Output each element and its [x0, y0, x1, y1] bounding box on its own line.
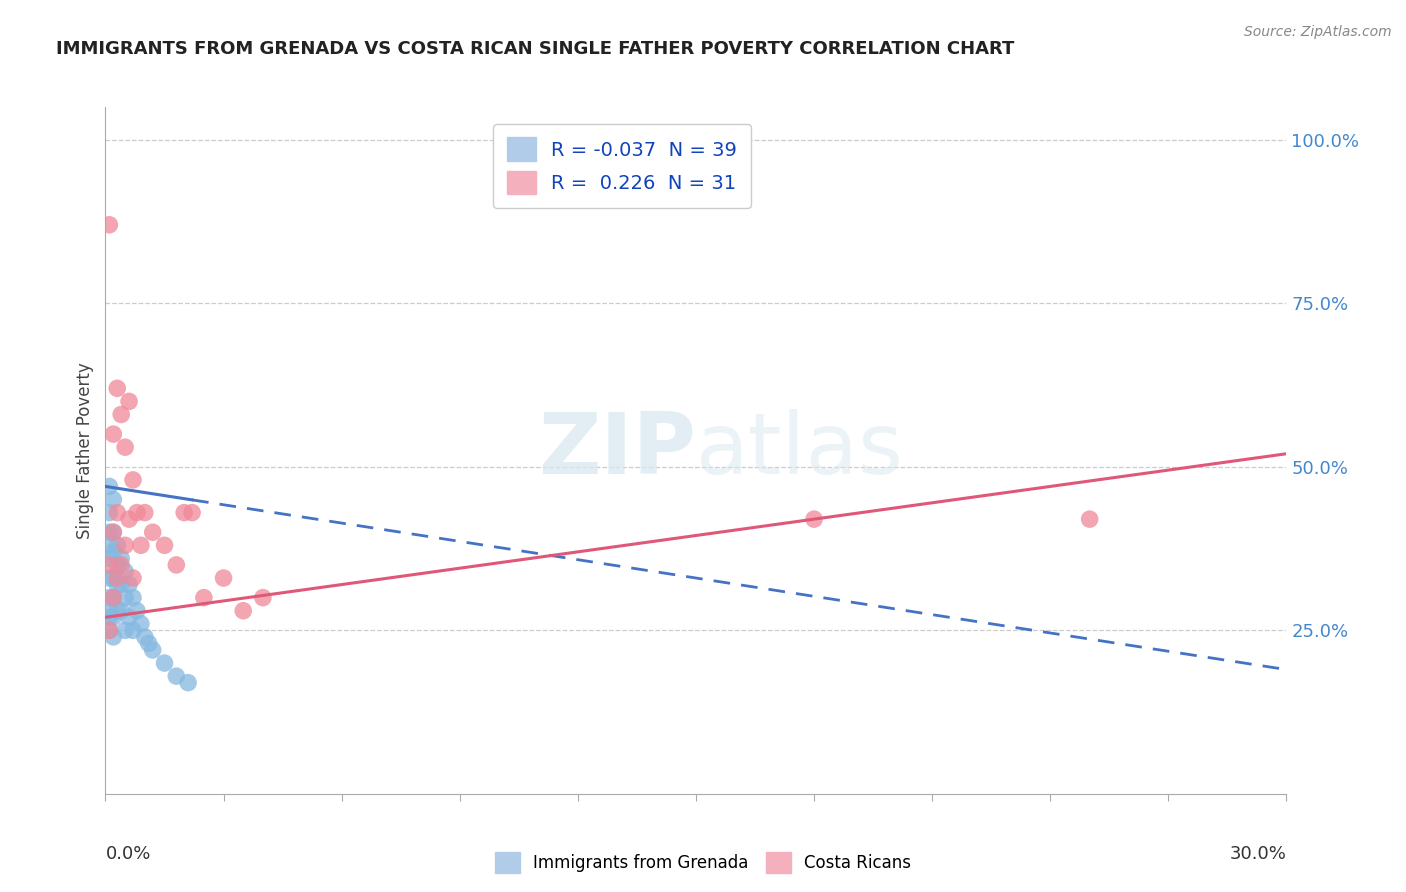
Point [103, 525, 125, 540]
Point [105, 558, 128, 572]
Point [98, 604, 121, 618]
Point [98, 558, 121, 572]
Point [110, 551, 132, 566]
Point [134, 506, 156, 520]
Point [103, 545, 125, 559]
Point [103, 630, 125, 644]
Point [142, 525, 165, 540]
Point [803, 512, 825, 526]
Point [142, 643, 165, 657]
Point [165, 558, 187, 572]
Point [110, 604, 132, 618]
Point [193, 591, 215, 605]
Text: Source: ZipAtlas.com: Source: ZipAtlas.com [1244, 25, 1392, 39]
Point [114, 591, 136, 605]
Point [105, 571, 128, 585]
Y-axis label: Single Father Poverty: Single Father Poverty [76, 362, 94, 539]
Point [252, 591, 274, 605]
Point [105, 538, 128, 552]
Point [114, 538, 136, 552]
Point [98, 538, 121, 552]
Text: IMMIGRANTS FROM GRENADA VS COSTA RICAN SINGLE FATHER POVERTY CORRELATION CHART: IMMIGRANTS FROM GRENADA VS COSTA RICAN S… [56, 40, 1015, 58]
Point [98, 551, 121, 566]
Point [118, 577, 141, 591]
Point [118, 512, 141, 526]
Point [98, 218, 121, 232]
Point [125, 506, 148, 520]
Point [103, 492, 125, 507]
Point [103, 427, 125, 442]
Point [122, 624, 145, 638]
Point [125, 604, 148, 618]
Point [110, 408, 132, 422]
Point [122, 591, 145, 605]
Point [98, 525, 121, 540]
Point [212, 571, 235, 585]
Point [165, 669, 187, 683]
Point [98, 610, 121, 624]
Point [181, 506, 204, 520]
Point [103, 571, 125, 585]
Point [105, 604, 128, 618]
Point [122, 473, 145, 487]
Point [138, 636, 160, 650]
Point [129, 616, 152, 631]
Point [129, 538, 152, 552]
Point [98, 624, 121, 638]
Point [122, 571, 145, 585]
Point [118, 610, 141, 624]
Text: 30.0%: 30.0% [1230, 846, 1286, 863]
Point [105, 577, 128, 591]
Point [110, 577, 132, 591]
Point [105, 506, 128, 520]
Legend: R = -0.037  N = 39, R =  0.226  N = 31: R = -0.037 N = 39, R = 0.226 N = 31 [494, 124, 751, 208]
Point [118, 394, 141, 409]
Text: ZIP: ZIP [538, 409, 696, 492]
Point [103, 591, 125, 605]
Point [1078, 512, 1101, 526]
Point [98, 624, 121, 638]
Point [98, 571, 121, 585]
Legend: Immigrants from Grenada, Costa Ricans: Immigrants from Grenada, Costa Ricans [488, 846, 918, 880]
Point [98, 591, 121, 605]
Point [114, 440, 136, 454]
Point [177, 675, 200, 690]
Point [153, 538, 176, 552]
Text: atlas: atlas [696, 409, 904, 492]
Point [110, 558, 132, 572]
Point [134, 630, 156, 644]
Text: 0.0%: 0.0% [105, 846, 150, 863]
Point [103, 591, 125, 605]
Point [98, 479, 121, 493]
Point [114, 565, 136, 579]
Point [114, 624, 136, 638]
Point [153, 656, 176, 670]
Point [98, 506, 121, 520]
Point [173, 506, 195, 520]
Point [103, 610, 125, 624]
Point [105, 381, 128, 395]
Point [103, 525, 125, 540]
Point [232, 604, 254, 618]
